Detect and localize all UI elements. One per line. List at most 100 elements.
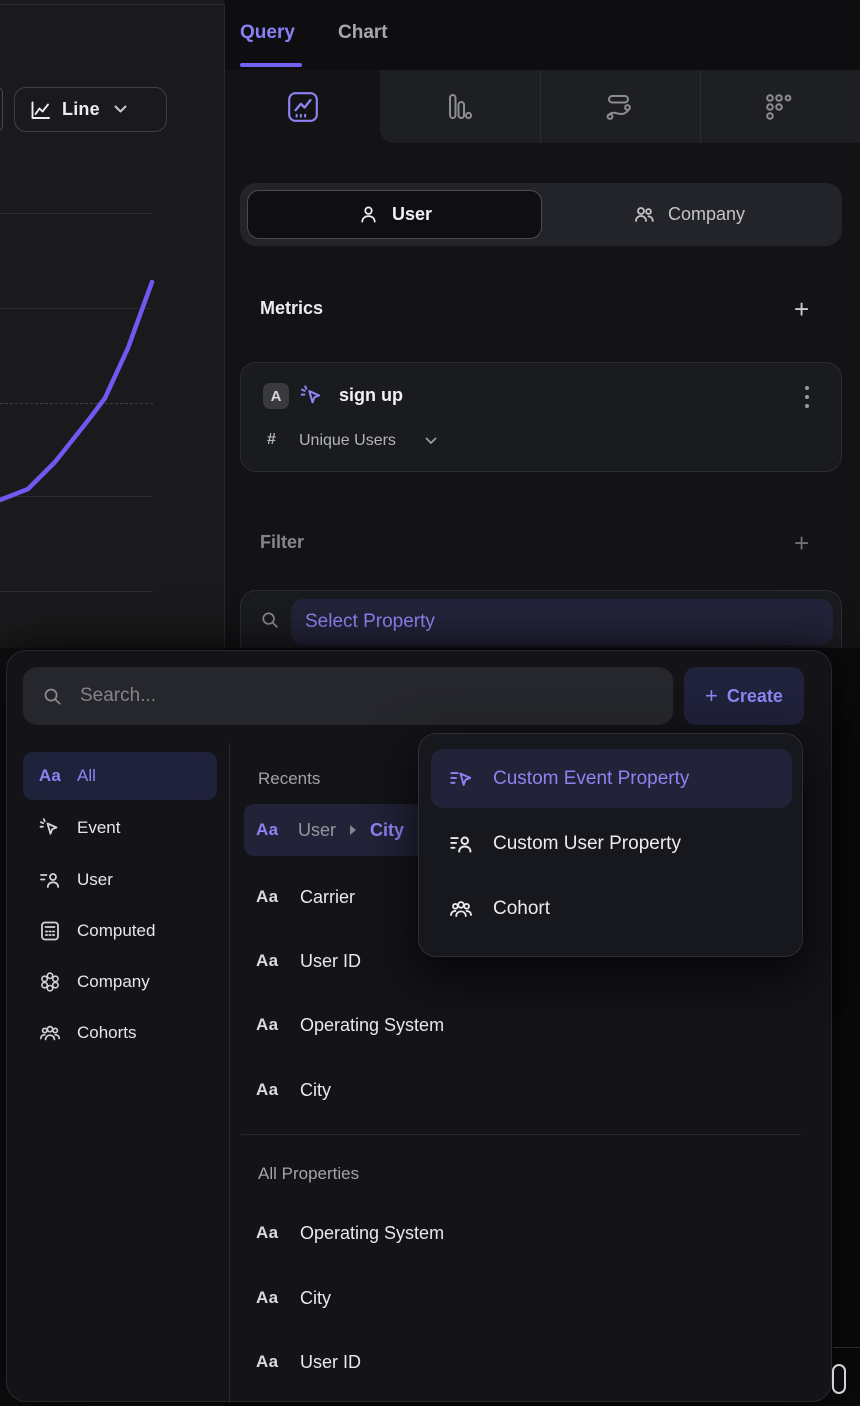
chart-gridline: [0, 308, 153, 309]
picker-search-bar: [23, 667, 673, 725]
text-property-icon: Aa: [256, 1080, 279, 1099]
toggle-company-label: Company: [667, 204, 746, 224]
all-properties-title: All Properties: [258, 1164, 360, 1183]
chart-gridline: [0, 496, 153, 497]
add-metric-button[interactable]: +: [794, 294, 810, 324]
property-item[interactable]: Aa City: [256, 1287, 331, 1308]
menu-item-cohort[interactable]: Cohort: [431, 879, 792, 938]
bar-chart-tab-icon: [448, 93, 472, 119]
text-property-icon: Aa: [256, 1223, 279, 1242]
query-chart-tabbar: Query Chart: [225, 0, 860, 70]
line-chart-series: [0, 279, 155, 503]
search-icon: [259, 609, 281, 631]
recents-title: Recents: [258, 769, 321, 788]
chart-type-tab-flows[interactable]: [540, 70, 695, 143]
chart-type-tab-line[interactable]: [225, 70, 380, 143]
event-icon: [299, 383, 325, 409]
text-property-icon: Aa: [256, 951, 279, 970]
metric-event-name[interactable]: sign up: [339, 385, 403, 405]
recent-parent: User: [298, 819, 337, 840]
menu-item-label: Cohort: [493, 897, 551, 919]
event-icon: [37, 816, 63, 840]
metric-card[interactable]: A sign up # Unique Users: [240, 362, 842, 472]
active-tab-underline: [240, 63, 302, 67]
cohorts-icon: [37, 1021, 63, 1045]
clipped-keycap-badge: [832, 1364, 846, 1394]
add-filter-button[interactable]: +: [794, 528, 810, 558]
chart-gridline: [0, 591, 153, 592]
chart-type-tab-group: [380, 70, 860, 143]
line-chart-tab-icon: [287, 91, 318, 122]
aggregation-selector[interactable]: Unique Users: [299, 432, 396, 449]
chevron-down-icon: [114, 105, 127, 114]
text-property-icon: Aa: [256, 1015, 279, 1034]
background-divider: [833, 1347, 860, 1348]
recent-item-selected[interactable]: Aa User City: [244, 804, 440, 856]
tab-chart[interactable]: Chart: [338, 22, 388, 43]
category-label: User: [77, 870, 113, 889]
cohort-icon: [447, 896, 475, 922]
property-item[interactable]: Aa Operating System: [256, 1222, 445, 1243]
tab-separator: [540, 70, 541, 143]
chart-type-tab-retention[interactable]: [700, 70, 855, 143]
create-button-label: Create: [726, 685, 783, 706]
toggle-option-user[interactable]: User: [247, 190, 542, 239]
text-property-icon: Aa: [256, 887, 279, 906]
chart-gridline-dashed: [0, 403, 153, 404]
category-label: Company: [77, 972, 150, 991]
menu-item-label: Custom Event Property: [493, 767, 690, 789]
menu-item-label: Custom User Property: [493, 832, 681, 854]
recent-item[interactable]: Aa City: [256, 1079, 331, 1100]
category-cohorts[interactable]: Cohorts: [23, 1009, 217, 1057]
select-property-input[interactable]: Select Property: [291, 599, 833, 645]
tab-separator: [700, 70, 701, 143]
toggle-option-company[interactable]: Company: [542, 190, 835, 239]
search-icon: [41, 685, 64, 708]
breadcrumb-arrow-icon: [350, 825, 357, 835]
create-button[interactable]: + Create: [684, 667, 804, 725]
category-all[interactable]: Aa All: [23, 752, 217, 800]
metric-letter-badge: A: [263, 383, 289, 409]
menu-item-custom-event-property[interactable]: Custom Event Property: [431, 749, 792, 808]
clipped-toolbar-button[interactable]: [0, 86, 3, 132]
plus-icon: +: [705, 683, 718, 708]
create-context-menu: Custom Event Property Custom User Proper…: [418, 733, 803, 957]
chevron-down-icon: [425, 437, 437, 445]
aggregation-symbol: #: [267, 431, 276, 448]
entity-toggle: User Company: [240, 183, 842, 246]
category-label: Computed: [77, 921, 156, 940]
company-icon: [37, 970, 63, 994]
retention-tab-icon: [765, 93, 791, 120]
category-user[interactable]: User: [23, 856, 217, 904]
text-property-icon: Aa: [256, 820, 279, 839]
picker-search-input[interactable]: [78, 684, 655, 708]
user-property-icon: [37, 868, 63, 892]
recent-item[interactable]: Aa Carrier: [256, 886, 356, 907]
category-company[interactable]: Company: [23, 958, 217, 1006]
filter-section-title: Filter: [260, 532, 305, 552]
recent-item[interactable]: Aa Operating System: [256, 1014, 445, 1035]
text-property-icon: Aa: [38, 766, 62, 785]
flows-tab-icon: [606, 94, 631, 120]
visualization-type-button[interactable]: Line: [14, 87, 167, 132]
chart-type-tab-bar[interactable]: [380, 70, 535, 143]
recent-item[interactable]: Aa User ID: [256, 950, 362, 971]
filter-card: Select Property: [240, 590, 842, 648]
category-label: Cohorts: [77, 1023, 137, 1042]
tab-query[interactable]: Query: [240, 22, 295, 43]
recent-child: City: [370, 819, 405, 840]
visualization-type-label: Line: [62, 99, 100, 119]
category-event[interactable]: Event: [23, 804, 217, 852]
category-computed[interactable]: Computed: [23, 907, 217, 955]
people-icon: [632, 203, 656, 227]
metric-menu-icon[interactable]: [805, 386, 809, 408]
chart-gridline: [0, 213, 153, 214]
picker-divider: [229, 743, 230, 1403]
menu-item-custom-user-property[interactable]: Custom User Property: [431, 814, 792, 873]
text-property-icon: Aa: [256, 1288, 279, 1307]
custom-user-property-icon: [447, 831, 475, 857]
category-label: All: [77, 766, 96, 785]
property-item[interactable]: Aa User ID: [256, 1351, 362, 1372]
text-property-icon: Aa: [256, 1352, 279, 1371]
